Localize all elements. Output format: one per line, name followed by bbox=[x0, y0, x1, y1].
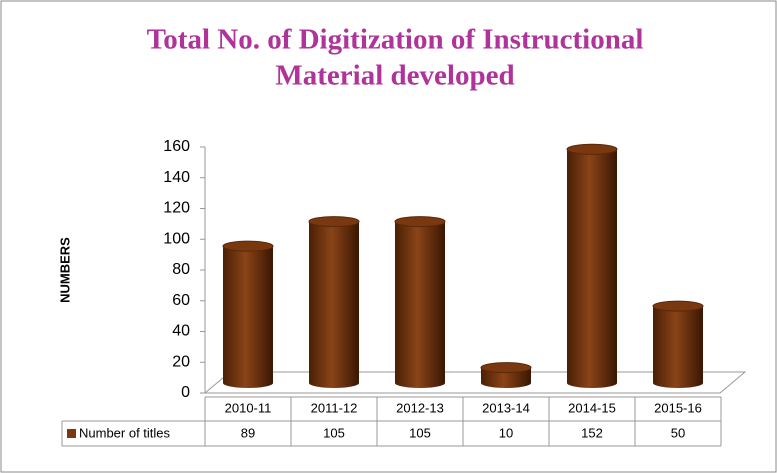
bar bbox=[566, 143, 618, 388]
bar-part bbox=[223, 246, 273, 388]
floor bbox=[203, 371, 747, 394]
bar bbox=[394, 216, 446, 388]
y-tick-label: 160 bbox=[163, 138, 190, 155]
bar-part bbox=[566, 143, 618, 155]
y-tick-label: 80 bbox=[172, 261, 190, 278]
table-value: 105 bbox=[323, 425, 345, 440]
bar-part bbox=[567, 149, 617, 388]
y-tick-label: 40 bbox=[172, 323, 190, 340]
bar-part bbox=[481, 367, 531, 388]
bar-part bbox=[222, 240, 274, 252]
y-tick-label: 140 bbox=[163, 169, 190, 186]
y-tick-label: 60 bbox=[172, 292, 190, 309]
table-value: 89 bbox=[241, 425, 255, 440]
chart-title: Total No. of Digitization of Instruction… bbox=[147, 24, 644, 56]
bar-part bbox=[652, 300, 704, 312]
bar-part bbox=[480, 362, 532, 374]
x-tick-label: 2011-12 bbox=[311, 400, 358, 415]
y-tick-label: 0 bbox=[181, 384, 190, 401]
bar-part bbox=[309, 221, 359, 388]
legend-label: Number of titles bbox=[79, 425, 171, 440]
chart-title: Material developed bbox=[275, 60, 514, 92]
table-value: 152 bbox=[581, 425, 603, 440]
x-tick-label: 2014-15 bbox=[568, 400, 616, 415]
bar bbox=[480, 362, 532, 388]
table-value: 50 bbox=[671, 425, 685, 440]
bar bbox=[652, 300, 704, 388]
bar-part bbox=[394, 216, 446, 228]
table-value: 10 bbox=[499, 425, 513, 440]
legend-swatch bbox=[67, 429, 76, 438]
y-tick-label: 120 bbox=[163, 200, 190, 217]
bar bbox=[222, 240, 274, 388]
x-tick-label: 2010-11 bbox=[225, 400, 272, 415]
table-value: 105 bbox=[409, 425, 431, 440]
bar-part bbox=[653, 306, 703, 388]
bar-part bbox=[308, 216, 360, 228]
y-tick-label: 100 bbox=[163, 230, 190, 247]
bar bbox=[308, 216, 360, 388]
x-tick-label: 2012-13 bbox=[396, 400, 444, 415]
y-axis-label: NUMBERS bbox=[57, 237, 72, 303]
y-tick-label: 20 bbox=[172, 353, 190, 370]
bar-part bbox=[395, 221, 445, 388]
x-tick-label: 2013-14 bbox=[482, 400, 530, 415]
x-tick-label: 2015-16 bbox=[654, 400, 702, 415]
